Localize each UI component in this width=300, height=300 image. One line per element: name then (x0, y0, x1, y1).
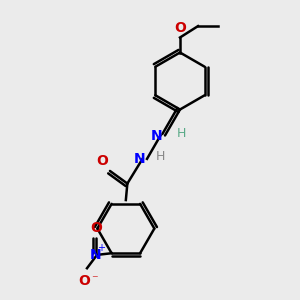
Text: N: N (150, 129, 162, 143)
Text: O: O (96, 154, 108, 168)
Text: O: O (174, 21, 186, 35)
Text: N: N (90, 248, 102, 262)
Text: O: O (90, 220, 102, 235)
Text: H: H (176, 127, 186, 140)
Text: +: + (98, 243, 105, 253)
Text: H: H (155, 150, 165, 163)
Text: N: N (134, 152, 146, 167)
Text: O: O (78, 274, 90, 288)
Text: ⁻: ⁻ (91, 273, 98, 286)
